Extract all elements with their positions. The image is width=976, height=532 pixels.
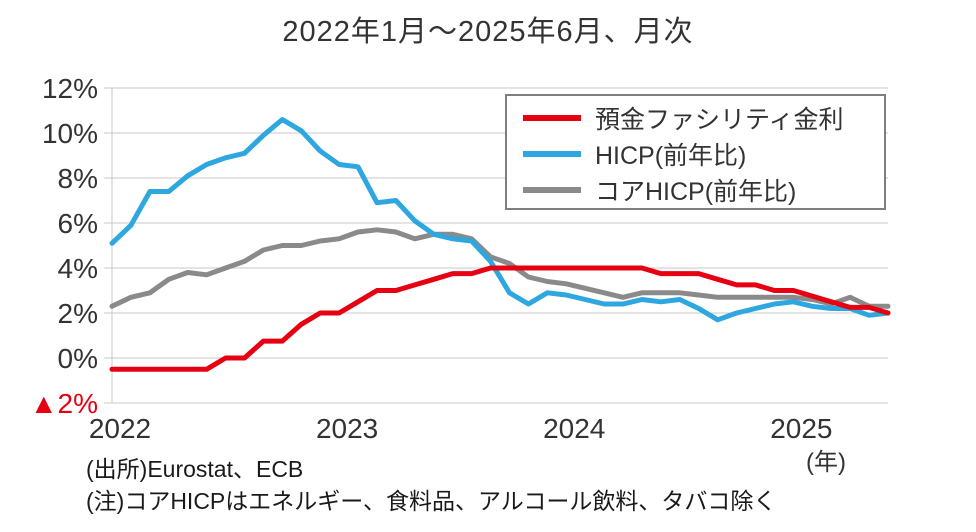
legend-item-hicp: HICP(前年比) [523, 136, 868, 172]
legend-label-core-hicp: コアHICP(前年比) [595, 178, 797, 206]
hicp-line [109, 117, 891, 323]
chart-title: 2022年1月～2025年6月、月次 [282, 16, 694, 48]
x-tick-label: 2025 [770, 413, 832, 444]
y-tick-label: 0% [58, 343, 98, 374]
legend-item-core-hicp: コアHICP(前年比) [523, 172, 868, 208]
y-tick-label: 2% [58, 298, 98, 329]
y-tick-label: 6% [58, 208, 98, 239]
x-tick-label: 2022 [89, 413, 151, 444]
deposit-facility-rate-line [109, 265, 891, 372]
x-tick-label: 2023 [316, 413, 378, 444]
hicp-line-swatch [523, 151, 581, 157]
legend-item-deposit-facility-rate: 預金ファシリティ金利 [523, 100, 868, 136]
x-axis-unit-label: (年) [806, 449, 846, 476]
legend-label-deposit-facility-rate: 預金ファシリティ金利 [595, 106, 844, 134]
deposit-facility-rate-line-swatch [523, 115, 581, 121]
legend: 預金ファシリティ金利 HICP(前年比) コアHICP(前年比) [505, 94, 886, 210]
y-tick-label: 8% [58, 163, 98, 194]
definition-note: (注)コアHICPはエネルギー、食料品、アルコール飲料、タバコ除く [86, 488, 777, 514]
y-tick-label: 4% [58, 253, 98, 284]
x-tick-label: 2024 [543, 413, 605, 444]
legend-label-hicp: HICP(前年比) [595, 142, 747, 170]
y-tick-label: 10% [42, 118, 98, 149]
y-tick-label: 12% [42, 73, 98, 104]
core-hicp-line-swatch [523, 187, 581, 193]
y-tick-label: ▲2% [30, 388, 98, 419]
core-hicp-line [109, 227, 891, 309]
source-note: (出所)Eurostat、ECB [86, 456, 304, 482]
